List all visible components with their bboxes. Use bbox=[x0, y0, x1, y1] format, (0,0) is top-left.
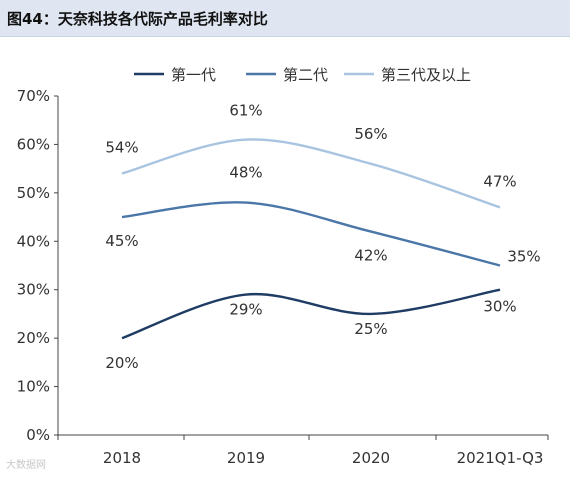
data-label: 47% bbox=[483, 172, 516, 190]
legend-label: 第二代 bbox=[283, 66, 328, 84]
data-label: 45% bbox=[105, 232, 138, 250]
x-tick-label: 2021Q1-Q3 bbox=[457, 449, 544, 467]
legend-label: 第一代 bbox=[171, 66, 216, 84]
y-tick-label: 0% bbox=[26, 426, 50, 444]
y-tick-label: 60% bbox=[17, 135, 50, 153]
y-tick-label: 50% bbox=[17, 184, 50, 202]
y-tick-label: 10% bbox=[17, 378, 50, 396]
data-label: 48% bbox=[229, 164, 262, 182]
figure-title: 图44：天奈科技各代际产品毛利率对比 bbox=[7, 10, 268, 28]
y-tick-label: 30% bbox=[17, 281, 50, 299]
figure-title-bar: 图44：天奈科技各代际产品毛利率对比 bbox=[0, 0, 570, 37]
series-line-1 bbox=[121, 288, 501, 340]
y-tick-label: 40% bbox=[17, 232, 50, 250]
data-label: 56% bbox=[354, 125, 387, 143]
data-label: 42% bbox=[354, 247, 387, 265]
data-label: 35% bbox=[507, 248, 540, 266]
data-label: 61% bbox=[229, 102, 262, 120]
x-tick-label: 2020 bbox=[352, 449, 390, 467]
y-tick-label: 70% bbox=[17, 87, 50, 105]
series-line-2 bbox=[121, 201, 501, 267]
x-tick-label: 2019 bbox=[227, 449, 265, 467]
y-tick-label: 20% bbox=[17, 329, 50, 347]
legend-label: 第三代及以上 bbox=[381, 66, 471, 84]
data-label: 25% bbox=[354, 320, 387, 338]
data-label: 29% bbox=[229, 301, 262, 319]
x-tick-label: 2018 bbox=[103, 449, 141, 467]
data-label: 54% bbox=[105, 138, 138, 156]
watermark: 大数据网 bbox=[6, 460, 46, 471]
series-line-3 bbox=[121, 138, 501, 209]
data-label: 20% bbox=[105, 354, 138, 372]
data-label: 30% bbox=[483, 298, 516, 316]
